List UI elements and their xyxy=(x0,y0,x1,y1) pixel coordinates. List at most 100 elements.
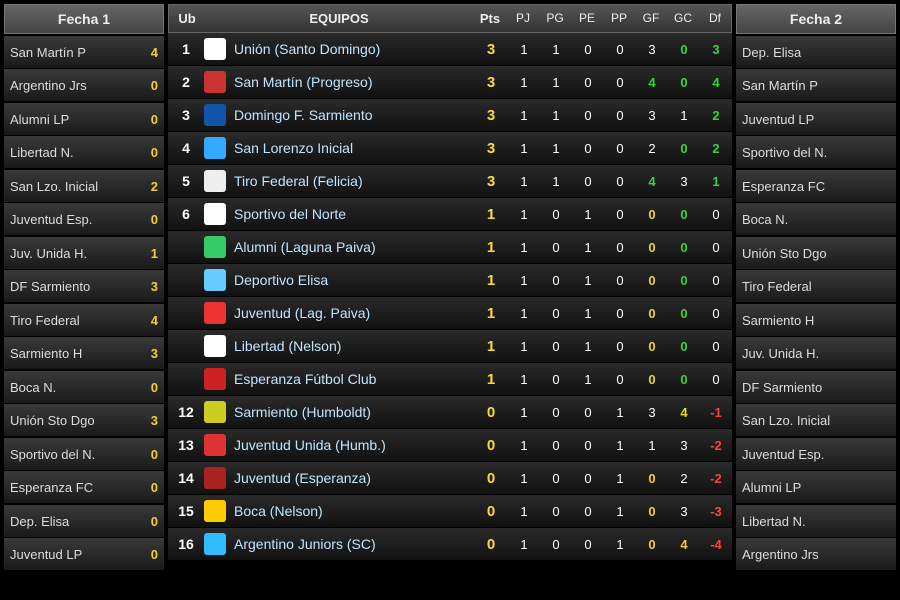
match-block[interactable]: Sarmiento HJuv. Unida H. xyxy=(736,304,896,370)
table-row[interactable]: Juventud (Lag. Paiva)11010000 xyxy=(168,297,732,330)
match-block[interactable]: DF SarmientoSan Lzo. Inicial xyxy=(736,371,896,437)
home-team: Juventud Esp. xyxy=(742,447,824,462)
home-team: Boca N. xyxy=(10,380,56,395)
team-badge-icon xyxy=(204,137,226,159)
cell-df: -3 xyxy=(700,504,732,519)
cell-pg: 0 xyxy=(540,240,572,255)
table-row[interactable]: 3Domingo F. Sarmiento31100312 xyxy=(168,99,732,132)
table-row[interactable]: 16Argentino Juniors (SC)0100104-4 xyxy=(168,528,732,561)
match-block[interactable]: Dep. ElisaSan Martín P xyxy=(736,36,896,102)
cell-pj: 1 xyxy=(508,537,540,552)
away-team: Esperanza FC xyxy=(10,480,93,495)
col-ub: Ub xyxy=(169,5,205,32)
away-team: DF Sarmiento xyxy=(10,279,90,294)
cell-gf: 3 xyxy=(636,405,668,420)
cell-team: Unión (Santo Domingo) xyxy=(204,38,474,60)
col-gf: GF xyxy=(635,5,667,32)
cell-gf: 0 xyxy=(636,504,668,519)
cell-pp: 0 xyxy=(604,174,636,189)
cell-df: -4 xyxy=(700,537,732,552)
match-block[interactable]: Sportivo del N.0Esperanza FC0 xyxy=(4,438,164,504)
away-score: 0 xyxy=(151,547,158,562)
table-row[interactable]: 2San Martín (Progreso)31100404 xyxy=(168,66,732,99)
match-row-away: Libertad N. 0 xyxy=(4,136,164,169)
match-block[interactable]: San Lzo. Inicial2Juventud Esp.0 xyxy=(4,170,164,236)
match-block[interactable]: Esperanza FCBoca N. xyxy=(736,170,896,236)
cell-gc: 3 xyxy=(668,438,700,453)
cell-pj: 1 xyxy=(508,174,540,189)
cell-pts: 0 xyxy=(474,536,508,553)
cell-gc: 1 xyxy=(668,108,700,123)
match-block[interactable]: Juventud LPSportivo del N. xyxy=(736,103,896,169)
cell-pg: 1 xyxy=(540,174,572,189)
cell-pp: 1 xyxy=(604,504,636,519)
table-row[interactable]: 4San Lorenzo Inicial31100202 xyxy=(168,132,732,165)
cell-gc: 0 xyxy=(668,339,700,354)
team-name: Sarmiento (Humboldt) xyxy=(234,404,371,420)
cell-pp: 0 xyxy=(604,306,636,321)
match-block[interactable]: Juventud Esp. Alumni LP xyxy=(736,438,896,504)
team-name: Juventud (Esperanza) xyxy=(234,470,371,486)
match-block[interactable]: Unión Sto DgoTiro Federal xyxy=(736,237,896,303)
fecha1-header: Fecha 1 xyxy=(4,4,164,34)
cell-df: 0 xyxy=(700,306,732,321)
home-score: 0 xyxy=(151,514,158,529)
match-row-home: Tiro Federal4 xyxy=(4,304,164,337)
match-block[interactable]: Tiro Federal4Sarmiento H3 xyxy=(4,304,164,370)
table-row[interactable]: 5Tiro Federal (Felicia)31100431 xyxy=(168,165,732,198)
table-row[interactable]: 14Juventud (Esperanza)0100102-2 xyxy=(168,462,732,495)
cell-pg: 1 xyxy=(540,75,572,90)
table-row[interactable]: 6Sportivo del Norte11010000 xyxy=(168,198,732,231)
match-row-home: San Martín P4 xyxy=(4,36,164,69)
match-block[interactable]: Boca N.0Unión Sto Dgo3 xyxy=(4,371,164,437)
table-row[interactable]: 1Unión (Santo Domingo)31100303 xyxy=(168,33,732,66)
match-block[interactable]: Dep. Elisa0Juventud LP0 xyxy=(4,505,164,571)
cell-pj: 1 xyxy=(508,372,540,387)
cell-gf: 0 xyxy=(636,207,668,222)
home-team: Esperanza FC xyxy=(742,179,825,194)
match-block[interactable]: San Martín P4Argentino Jrs0 xyxy=(4,36,164,102)
cell-gc: 0 xyxy=(668,75,700,90)
col-pj: PJ xyxy=(507,5,539,32)
col-pp: PP xyxy=(603,5,635,32)
match-row-home: Juventud LP xyxy=(736,103,896,136)
table-row[interactable]: 15Boca (Nelson)0100103-3 xyxy=(168,495,732,528)
cell-team: Argentino Juniors (SC) xyxy=(204,533,474,555)
cell-pg: 0 xyxy=(540,504,572,519)
match-block[interactable]: Libertad N.Argentino Jrs xyxy=(736,505,896,571)
away-team: Unión Sto Dgo xyxy=(10,413,95,428)
col-pts: Pts xyxy=(473,5,507,32)
cell-pg: 0 xyxy=(540,306,572,321)
cell-pts: 0 xyxy=(474,470,508,487)
home-team: Sportivo del N. xyxy=(10,447,95,462)
match-block[interactable]: Juv. Unida H.1DF Sarmiento3 xyxy=(4,237,164,303)
cell-ub: 16 xyxy=(168,536,204,552)
table-row[interactable]: Deportivo Elisa11010000 xyxy=(168,264,732,297)
cell-ub: 12 xyxy=(168,404,204,420)
table-row[interactable]: Alumni (Laguna Paiva)11010000 xyxy=(168,231,732,264)
cell-team: Sportivo del Norte xyxy=(204,203,474,225)
cell-gc: 0 xyxy=(668,240,700,255)
team-badge-icon xyxy=(204,71,226,93)
match-block[interactable]: Alumni LP0Libertad N.0 xyxy=(4,103,164,169)
cell-pts: 3 xyxy=(474,107,508,124)
team-name: Tiro Federal (Felicia) xyxy=(234,173,363,189)
cell-pe: 1 xyxy=(572,240,604,255)
away-team: Alumni LP xyxy=(742,480,801,495)
team-name: Libertad (Nelson) xyxy=(234,338,341,354)
away-team: Libertad N. xyxy=(10,145,74,160)
table-row[interactable]: Libertad (Nelson)11010000 xyxy=(168,330,732,363)
table-row[interactable]: Esperanza Fútbol Club11010000 xyxy=(168,363,732,396)
home-score: 4 xyxy=(151,45,158,60)
cell-gc: 0 xyxy=(668,207,700,222)
standings-table: Ub EQUIPOS Pts PJ PG PE PP GF GC Df 1Uni… xyxy=(168,4,732,596)
table-row[interactable]: 13Juventud Unida (Humb.)0100113-2 xyxy=(168,429,732,462)
match-row-away: Juventud LP0 xyxy=(4,538,164,571)
away-score: 0 xyxy=(151,145,158,160)
cell-gf: 0 xyxy=(636,240,668,255)
team-name: San Martín (Progreso) xyxy=(234,74,373,90)
cell-pg: 0 xyxy=(540,273,572,288)
cell-pj: 1 xyxy=(508,75,540,90)
cell-pp: 0 xyxy=(604,273,636,288)
table-row[interactable]: 12Sarmiento (Humboldt)0100134-1 xyxy=(168,396,732,429)
